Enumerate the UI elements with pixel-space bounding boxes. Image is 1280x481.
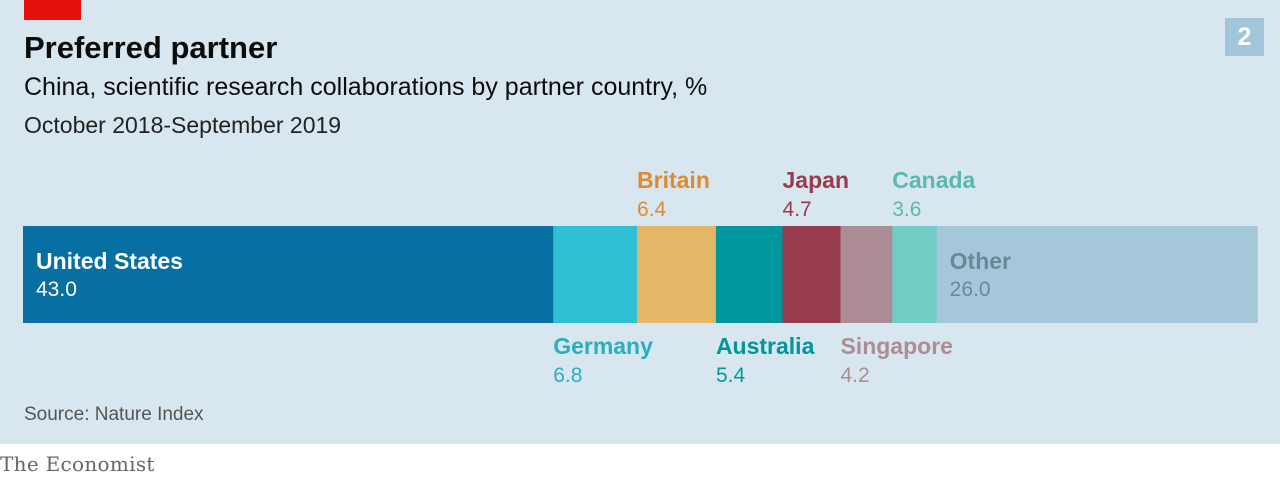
bar-segment-singapore (840, 226, 893, 323)
chart-panel: Preferred partner China, scientific rese… (0, 0, 1280, 444)
label-australia: Australia (716, 333, 815, 359)
brand-red-tag (24, 0, 81, 20)
bar-segment-britain (637, 226, 717, 323)
label-germany: Germany (553, 333, 653, 359)
value-united-states: 43.0 (36, 278, 77, 301)
label-britain: Britain (637, 167, 710, 193)
value-canada: 3.6 (892, 198, 921, 221)
label-united-states: United States (36, 248, 183, 274)
bar-segment-canada (892, 226, 938, 323)
value-other: 26.0 (950, 278, 991, 301)
stacked-bar-chart: United States 43.0 Germany 6.8 Britain 6.4 Aus… (23, 167, 1258, 387)
bar-segment-australia (715, 226, 784, 323)
chart-subtitle: China, scientific research collaboration… (24, 73, 708, 101)
chart-number-badge: 2 (1225, 18, 1264, 56)
bar-segment-germany (553, 226, 638, 323)
chart-period: October 2018-September 2019 (24, 112, 342, 138)
source-note: Source: Nature Index (24, 404, 204, 425)
value-japan: 4.7 (783, 198, 812, 221)
bar-segment-other (936, 226, 1258, 323)
economist-logo: The Economist (0, 452, 155, 476)
label-singapore: Singapore (840, 333, 952, 359)
label-japan: Japan (783, 167, 849, 193)
value-britain: 6.4 (637, 198, 667, 221)
value-australia: 5.4 (716, 364, 746, 387)
bar-segment-united-states (23, 226, 554, 323)
bar-segment-japan (782, 226, 841, 323)
label-canada: Canada (892, 167, 975, 193)
chart-title: Preferred partner (24, 30, 278, 65)
value-singapore: 4.2 (840, 364, 869, 387)
value-germany: 6.8 (553, 364, 582, 387)
label-other: Other (950, 248, 1011, 274)
